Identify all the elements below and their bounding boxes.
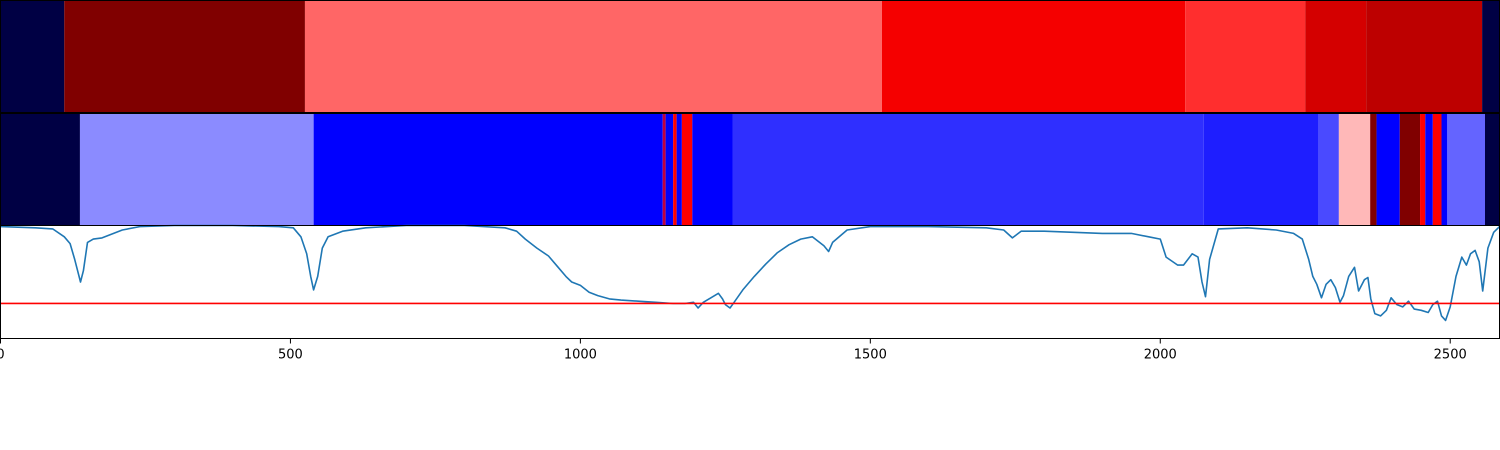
middle-strip-segment-13 (1370, 113, 1377, 226)
middle-strip-segment-17 (1425, 113, 1433, 226)
middle-strip-segment-0 (0, 113, 80, 226)
middle-strip-segment-21 (1485, 113, 1500, 226)
middle-strip-segment-20 (1447, 113, 1486, 226)
middle-strip-segment-12 (1338, 113, 1371, 226)
middle-strip-segment-8 (692, 113, 733, 226)
middle-strip-segment-9 (732, 113, 1204, 226)
top-strip-segment-4 (1185, 0, 1306, 113)
x-tick-label-500: 500 (278, 348, 303, 363)
signal-series-line (0, 224, 1500, 322)
middle-strip-segment-16 (1420, 113, 1426, 226)
signal-line-plot (0, 224, 1500, 339)
x-tick-label-0: 0 (0, 348, 5, 363)
middle-strip-segment-3 (662, 113, 666, 226)
middle-strip-segment-7 (681, 113, 693, 226)
middle-strip-segment-10 (1203, 113, 1318, 226)
middle-strip-segment-15 (1399, 113, 1421, 226)
middle-strip-segment-14 (1376, 113, 1400, 226)
top-strip-segment-1 (64, 0, 305, 113)
top-strip-segment-2 (304, 0, 882, 113)
x-tick-label-2500: 2500 (1434, 348, 1467, 363)
middle-strip-segment-6 (676, 113, 682, 226)
top-strip-segment-0 (0, 0, 65, 113)
middle-heatmap-strip (0, 113, 1500, 226)
x-tick-label-1000: 1000 (564, 348, 597, 363)
x-axis: 0 500 1000 1500 2000 2500 (0, 338, 1467, 363)
middle-strip-segment-5 (673, 113, 677, 226)
x-tick-label-1500: 1500 (854, 348, 887, 363)
middle-strip-segment-2 (313, 113, 663, 226)
top-strip-segment-7 (1482, 0, 1500, 113)
top-strip-segment-5 (1305, 0, 1367, 113)
top-strip-segment-3 (881, 0, 1186, 113)
middle-strip-segment-1 (79, 113, 314, 226)
middle-strip-segment-4 (665, 113, 674, 226)
top-heatmap-strip (0, 0, 1500, 113)
middle-strip-segment-18 (1432, 113, 1442, 226)
x-tick-label-2000: 2000 (1144, 348, 1177, 363)
middle-strip-segment-19 (1441, 113, 1448, 226)
middle-strip-segment-11 (1317, 113, 1339, 226)
top-strip-segment-6 (1366, 0, 1483, 113)
